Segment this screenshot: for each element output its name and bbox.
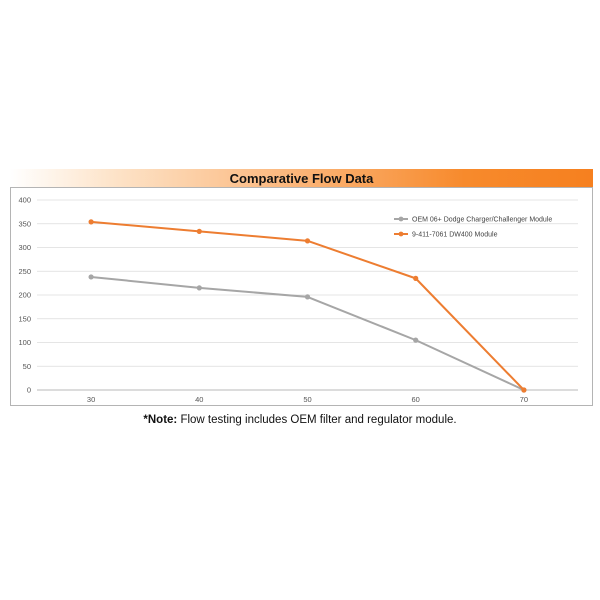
y-tick-label: 300 (18, 243, 31, 252)
series-line-1 (90, 275, 525, 391)
data-point (521, 387, 527, 393)
x-tick-label: 30 (87, 395, 95, 404)
data-point (413, 337, 419, 343)
y-tick-label: 350 (18, 219, 31, 228)
y-tick-label: 400 (18, 196, 31, 205)
data-point (196, 285, 202, 291)
y-tick-label: 150 (18, 314, 31, 323)
data-point (304, 294, 311, 300)
footnote-prefix: *Note: (143, 414, 178, 426)
data-point (88, 219, 94, 225)
data-point (196, 228, 202, 234)
chart-title: Comparative Flow Data (229, 171, 374, 186)
data-point (88, 274, 94, 280)
legend-label: OEM 06+ Dodge Charger/Challenger Module (412, 217, 552, 224)
y-tick-label: 50 (23, 362, 31, 371)
x-tick-label: 40 (195, 395, 203, 404)
footnote-text: Flow testing includes OEM filter and reg… (177, 414, 457, 426)
y-tick-label: 250 (18, 267, 31, 276)
legend-swatch-marker (398, 231, 404, 237)
footnote: *Note: Flow testing includes OEM filter … (0, 414, 600, 426)
series-line-2 (91, 220, 525, 391)
x-tick-label: 50 (303, 395, 311, 404)
data-point (304, 238, 311, 244)
chart-title-bar: Comparative Flow Data (10, 169, 593, 189)
y-tick-label: 0 (27, 386, 31, 395)
data-point (413, 275, 419, 281)
legend-swatch-marker (398, 216, 404, 222)
y-tick-label: 200 (18, 291, 31, 300)
x-tick-label: 60 (412, 395, 420, 404)
y-tick-label: 100 (18, 338, 31, 347)
x-tick-label: 70 (520, 395, 528, 404)
legend-label: 9-411-7061 DW400 Module (412, 232, 498, 239)
